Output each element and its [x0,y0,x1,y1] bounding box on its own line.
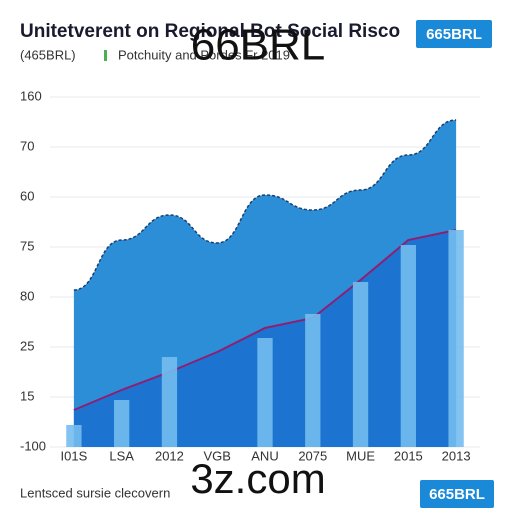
y-tick-label: 70 [20,138,34,153]
subtitle: (465BRL) [20,47,76,62]
badge-bottom[interactable] [420,480,494,508]
y-tick-label: 160 [20,88,42,103]
chart-title: Unitetverent on Regional Bot Social Risc… [20,21,400,42]
x-tick-label: 2075 [298,448,327,463]
plot: -100 15 25 80 75 60 70 160 I01S LSA 2012 VGB ANU 2075… [20,88,480,463]
y-tick-label: 80 [20,288,34,303]
line [73,229,457,411]
bar [305,314,321,447]
y-tick-label: 15 [20,388,34,403]
x-tick-label: 2015 [394,448,423,463]
badge-top-label[interactable]: 665BRL [426,26,482,43]
y-tick-label: -100 [20,438,46,453]
x-tick-label: 2012 [155,448,184,463]
x-tick-label: VGB [203,448,230,463]
bar [448,230,464,447]
area-edge [73,119,457,291]
y-tick-label: 75 [20,238,34,253]
x-tick-label: 2013 [442,448,471,463]
x-tick-label: MUE [346,448,375,463]
footer: Lentsced sursie clecovern [20,485,170,500]
watermark: 66BRL [191,21,326,70]
bar [161,357,178,447]
x-tick-label: LSA [109,448,134,463]
y-tick-label: 60 [20,188,34,203]
subtitle-note: Potchuity and Pordes Fr 2019 [118,47,290,62]
watermark: 3z.com [190,455,325,502]
subtitle-marker [104,50,107,61]
x-tick-label: ANU [251,448,278,463]
badge-top[interactable] [416,20,492,48]
bar [352,282,369,447]
bar [257,338,273,447]
bar [400,245,416,447]
bar [66,425,82,447]
x-tick-label: I01S [61,448,88,463]
y-tick-label: 25 [20,338,34,353]
badge-bottom-label[interactable]: 665BRL [429,486,485,503]
bar [114,400,130,447]
